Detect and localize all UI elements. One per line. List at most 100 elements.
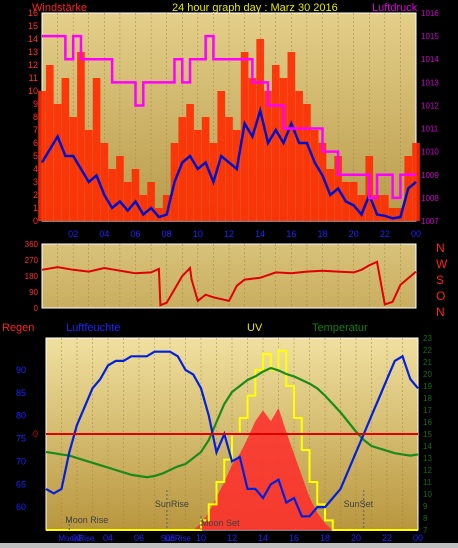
y-tick-label: 2: [33, 190, 38, 200]
y-tick-label: 9: [33, 99, 38, 109]
humidity-tick-label: 75: [16, 434, 26, 444]
y-tick-label: 13: [28, 47, 38, 57]
x-tick-label: 16: [289, 533, 299, 543]
x-tick-label: 04: [103, 533, 113, 543]
wind-panel: 0123456789101112131415161007100810091010…: [28, 8, 439, 239]
temperature-title: Temperatur: [312, 322, 368, 334]
x-tick-label: 00: [411, 229, 421, 239]
y2-tick-label: 1007: [421, 217, 439, 226]
y2-tick-label: 1011: [421, 125, 439, 134]
uv-area: [46, 408, 418, 530]
wind-gust-bar: [225, 117, 233, 221]
wind-gust-bar: [53, 104, 62, 221]
temperature-tick-label: 17: [423, 406, 432, 415]
x-tick-label: 10: [193, 229, 203, 239]
x-tick-label: 18: [320, 533, 330, 543]
uv-line: [46, 349, 418, 531]
wind-average-line: [40, 105, 417, 220]
y-tick-label: 15: [28, 21, 38, 31]
wind-gust-bar: [194, 130, 202, 221]
humidity-tick-label: 85: [16, 388, 26, 398]
x-tick-label: 02: [72, 533, 82, 543]
humidity-tick-label: 60: [16, 502, 26, 512]
temperature-tick-label: 10: [423, 490, 432, 499]
y2-tick-label: 1016: [421, 9, 439, 18]
x-tick-label: 20: [349, 229, 359, 239]
compass-labels: N W S O N: [436, 241, 448, 319]
compass-label: N: [436, 241, 445, 255]
temperature-tick-label: 8: [423, 514, 428, 523]
wind-gust-bar: [248, 78, 257, 221]
wind-axis-title: Windstärke: [32, 2, 87, 14]
moon-rise-label: Moon Rise: [65, 515, 108, 525]
x-tick-label: 06: [130, 229, 140, 239]
x-tick-label: 22: [380, 229, 390, 239]
temperature-tick-label: 15: [423, 430, 432, 439]
wind-gust-bar: [373, 195, 381, 221]
x-tick-label: 18: [317, 229, 327, 239]
wind-gust-bar: [310, 130, 319, 221]
wind-gust-bar: [92, 78, 101, 221]
rain-zero-label: 0: [33, 429, 38, 439]
temperature-tick-label: 21: [423, 358, 432, 367]
x-tick-label: 04: [99, 229, 109, 239]
wind-gust-bar: [295, 91, 303, 221]
temperature-tick-label: 9: [423, 502, 428, 511]
humidity-title: Luftfeuchte: [66, 322, 120, 334]
wind-gust-bar: [139, 195, 148, 221]
y-tick-label: 180: [25, 272, 39, 281]
y-tick-label: 90: [29, 288, 38, 297]
y2-tick-label: 1014: [421, 55, 439, 64]
wind-gust-bar: [240, 52, 249, 221]
moon-set-label: Moon Set: [201, 518, 240, 528]
y-tick-label: 0: [34, 304, 39, 313]
y-tick-label: 11: [29, 73, 38, 83]
wind-gust-bar: [287, 52, 296, 221]
y2-tick-label: 1013: [421, 78, 439, 87]
temperature-tick-label: 7: [423, 526, 428, 535]
temperature-tick-label: 12: [423, 466, 432, 475]
wind-gust-bar: [201, 117, 210, 221]
y2-tick-label: 1009: [421, 171, 439, 180]
rain-title: Regen: [2, 322, 34, 334]
wind-gust-bar: [186, 104, 194, 221]
y2-tick-label: 1010: [421, 148, 439, 157]
wind-gust-bar: [303, 104, 311, 221]
wind-direction-line: [41, 260, 417, 307]
y-tick-label: 12: [28, 60, 38, 70]
temperature-tick-label: 14: [423, 442, 432, 451]
wind-gust-bar: [147, 182, 155, 221]
x-tick-label: 02: [68, 229, 78, 239]
x-tick-label: 14: [255, 229, 265, 239]
temperature-tick-label: 18: [423, 394, 432, 403]
x-tick-label: 00: [413, 533, 423, 543]
wind-gust-bar: [77, 52, 85, 221]
y-tick-label: 1: [33, 203, 38, 213]
wind-gust-bar: [264, 91, 272, 221]
humidity-tick-label: 65: [16, 479, 26, 489]
direction-panel: 0 90 180 270 360: [25, 240, 417, 313]
wind-gust-bar: [38, 91, 46, 221]
pressure-axis-title: Luftdruck: [372, 2, 418, 14]
wind-gust-bar: [232, 130, 241, 221]
y-tick-label: 7: [33, 125, 38, 135]
temperature-tick-label: 20: [423, 370, 432, 379]
chart-title: 24 hour graph day : Marz 30 2016: [172, 2, 338, 14]
temperature-tick-label: 16: [423, 418, 432, 427]
sunrise-label: SunRise: [155, 499, 189, 509]
y2-tick-label: 1015: [421, 32, 439, 41]
y-tick-label: 8: [33, 112, 38, 122]
wind-gust-bar: [61, 78, 70, 221]
compass-label: S: [436, 273, 444, 287]
x-tick-label: 16: [286, 229, 296, 239]
y-tick-label: 0: [33, 216, 38, 226]
humidity-line: [45, 350, 419, 518]
wind-gust-bar: [357, 195, 366, 221]
temperature-tick-label: 23: [423, 334, 432, 343]
wind-gust-bar: [256, 39, 264, 221]
wind-gust-bar: [123, 182, 132, 221]
y-tick-label: 16: [28, 8, 38, 18]
compass-label: N: [436, 305, 445, 319]
compass-label: O: [436, 289, 445, 303]
